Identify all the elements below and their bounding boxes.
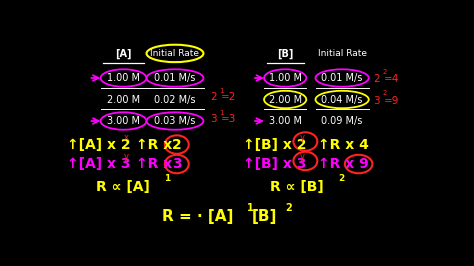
Text: [B]: [B]	[252, 209, 277, 224]
Text: ↑[B] x 3: ↑[B] x 3	[243, 157, 306, 171]
Text: 2: 2	[383, 90, 387, 96]
Text: =9: =9	[384, 95, 400, 106]
Text: R ∝ [B]: R ∝ [B]	[271, 180, 324, 194]
Text: [B]: [B]	[277, 48, 293, 59]
Text: 1: 1	[219, 88, 224, 94]
Text: 2: 2	[338, 174, 345, 183]
Text: 0.09 M/s: 0.09 M/s	[321, 116, 363, 126]
Text: 0.03 M/s: 0.03 M/s	[154, 116, 196, 126]
Text: Initial Rate: Initial Rate	[150, 49, 200, 58]
Text: =4: =4	[384, 74, 400, 84]
Text: y: y	[300, 152, 305, 161]
Text: 2: 2	[383, 69, 387, 75]
Text: 0.02 M/s: 0.02 M/s	[154, 94, 196, 105]
Text: =2: =2	[221, 93, 236, 102]
Text: 0.04 M/s: 0.04 M/s	[321, 94, 363, 105]
Text: [A]: [A]	[115, 48, 132, 59]
Text: ↑R x: ↑R x	[137, 157, 173, 171]
Text: x: x	[124, 133, 128, 142]
Text: 1: 1	[164, 174, 170, 183]
Text: 1: 1	[219, 110, 224, 116]
Text: ↑[A] x 2: ↑[A] x 2	[66, 138, 130, 152]
Text: 3.00 M: 3.00 M	[269, 116, 301, 126]
Text: ↑R x 4: ↑R x 4	[318, 138, 369, 152]
Text: 1: 1	[246, 203, 253, 213]
Text: 0.01 M/s: 0.01 M/s	[154, 73, 196, 83]
Text: 3: 3	[374, 95, 380, 106]
Text: =3: =3	[221, 114, 236, 124]
Text: 3: 3	[210, 114, 217, 124]
Text: 2.00 M: 2.00 M	[107, 94, 140, 105]
Text: ↑R x 9: ↑R x 9	[318, 157, 369, 171]
Text: Initial Rate: Initial Rate	[318, 49, 366, 58]
Text: 1.00 M: 1.00 M	[269, 73, 301, 83]
Text: 0.01 M/s: 0.01 M/s	[321, 73, 363, 83]
Text: 2: 2	[172, 138, 182, 152]
Text: 2: 2	[285, 203, 292, 213]
Text: 1.00 M: 1.00 M	[107, 73, 140, 83]
Text: 2.00 M: 2.00 M	[269, 94, 302, 105]
Text: y: y	[300, 133, 305, 142]
Text: ↑R x: ↑R x	[137, 138, 173, 152]
Text: 3: 3	[172, 157, 182, 171]
Text: ↑[A] x 3: ↑[A] x 3	[66, 157, 130, 171]
Text: R = · [A]: R = · [A]	[162, 209, 234, 224]
Text: 2: 2	[210, 93, 217, 102]
Text: ↑[B] x 2: ↑[B] x 2	[243, 138, 306, 152]
Text: 3.00 M: 3.00 M	[107, 116, 140, 126]
Text: 2: 2	[374, 74, 380, 84]
Text: R ∝ [A]: R ∝ [A]	[96, 180, 150, 194]
Text: y: y	[124, 152, 128, 161]
